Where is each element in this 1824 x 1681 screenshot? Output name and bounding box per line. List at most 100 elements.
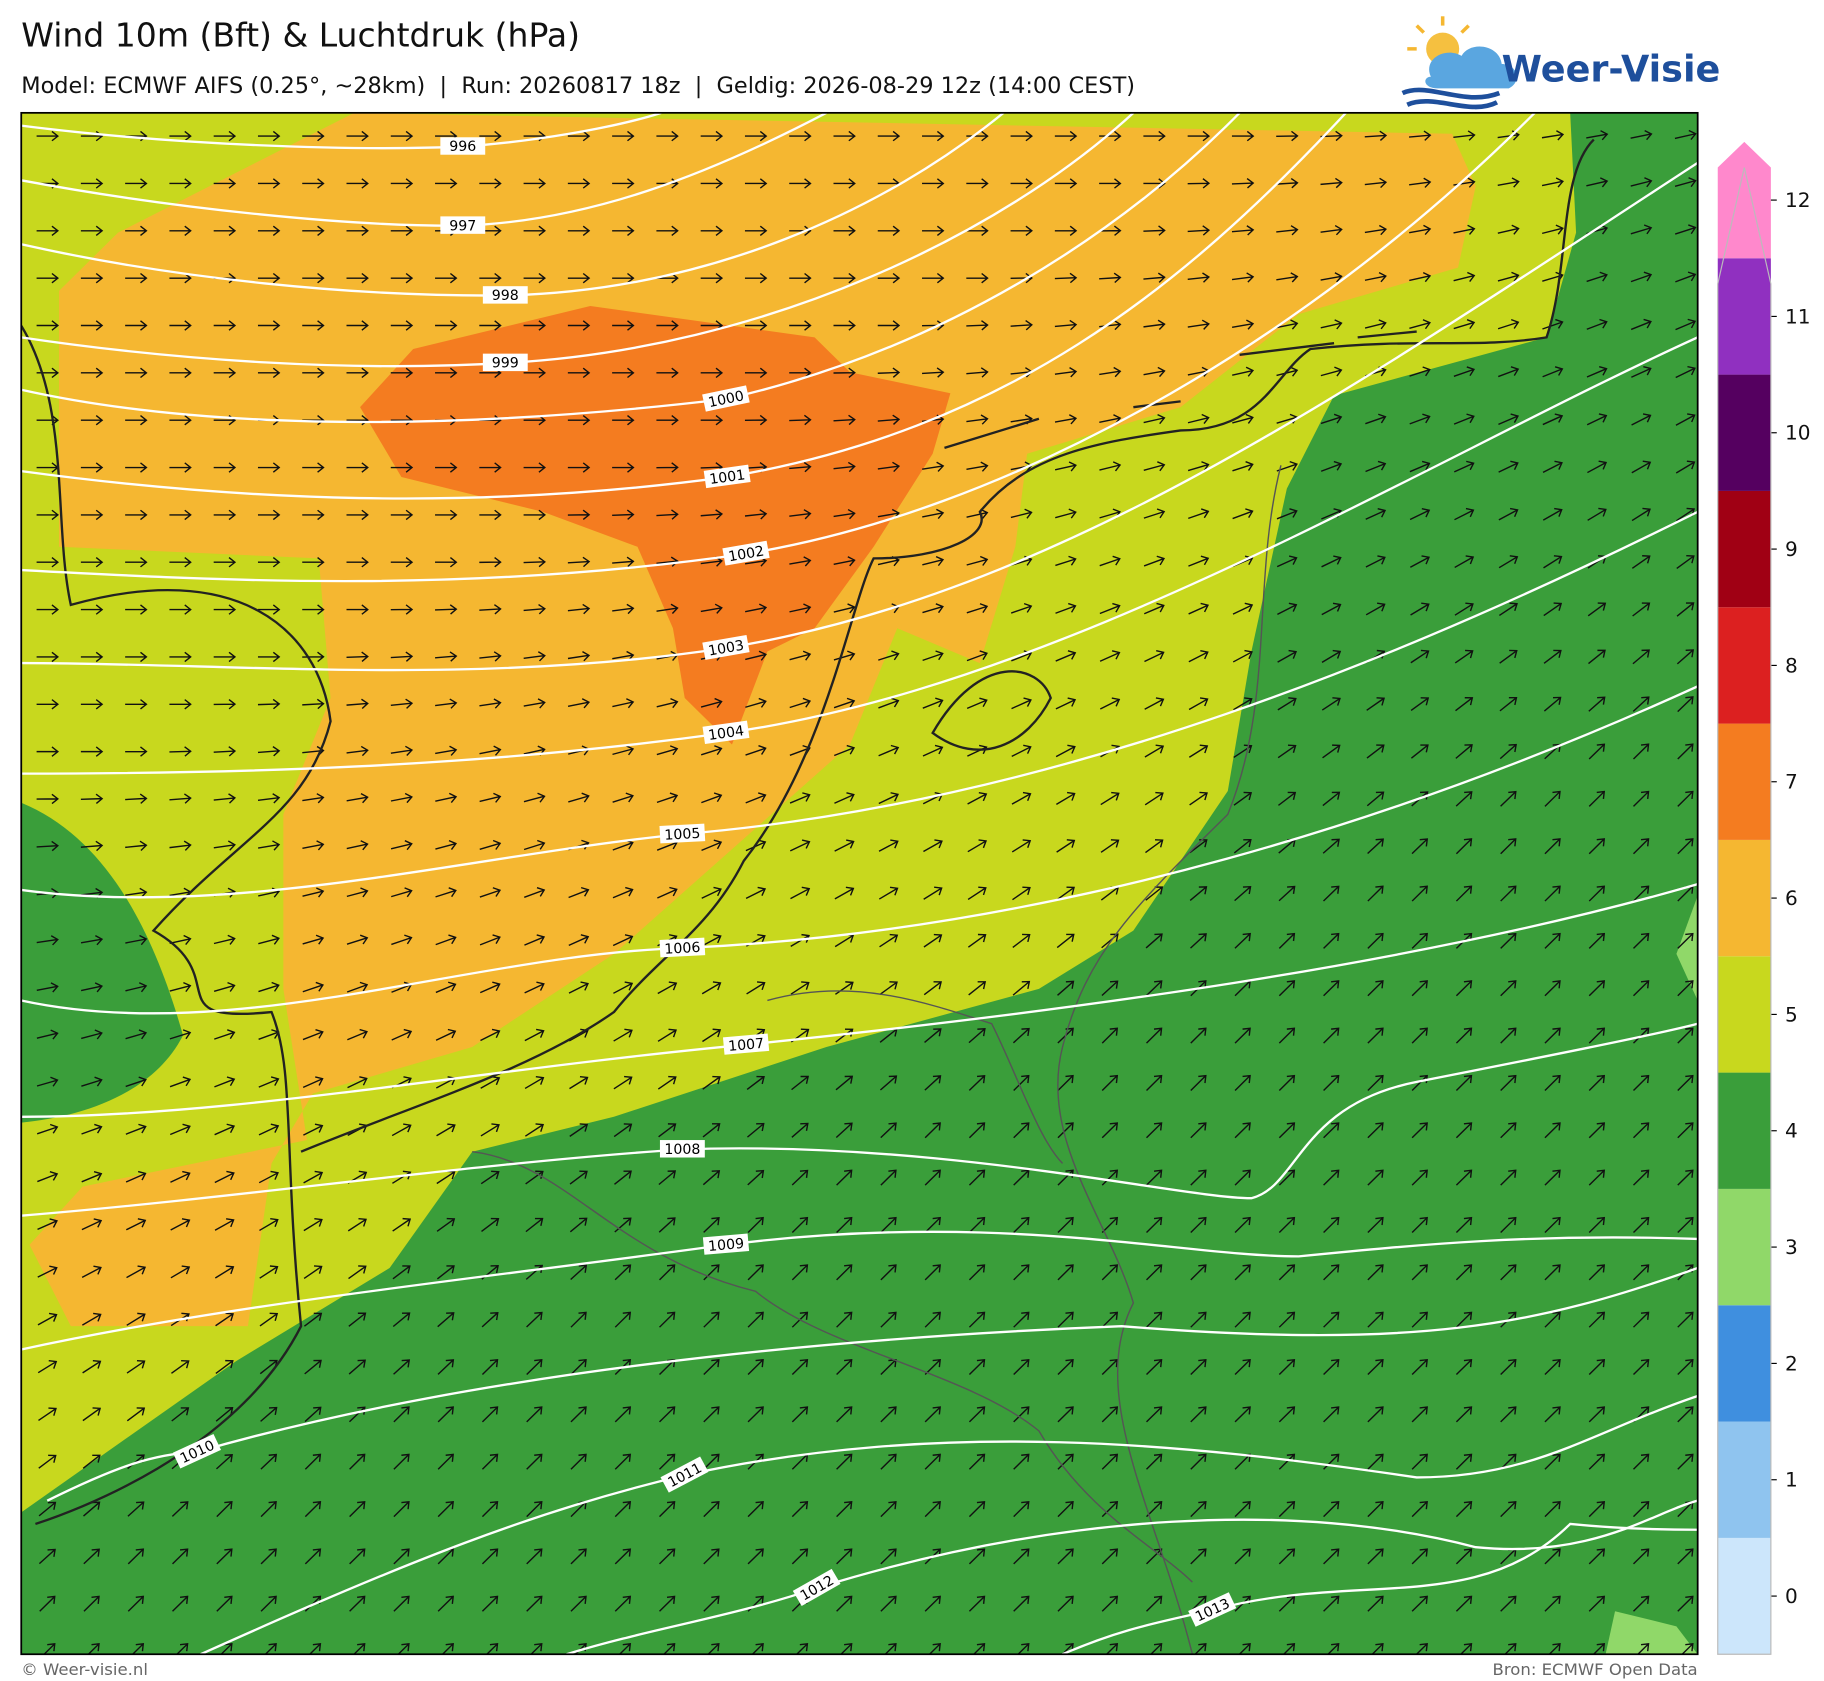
wind-arrow (1677, 1548, 1694, 1565)
wind-arrow (1588, 1406, 1606, 1423)
wind-arrow (36, 509, 59, 521)
wind-arrow (1500, 1169, 1517, 1186)
wind-arrow (791, 1406, 809, 1423)
wind-arrow (479, 320, 502, 331)
wind-arrow (1054, 178, 1078, 189)
wind-arrow (526, 1595, 543, 1612)
wind-arrow (1320, 460, 1343, 472)
wind-arrow (612, 745, 635, 756)
wind-arrow (83, 1501, 101, 1517)
wind-arrow (349, 1500, 366, 1518)
wind-arrow (127, 1595, 145, 1612)
wind-arrow (524, 887, 546, 898)
wind-arrow (1588, 838, 1606, 855)
wind-arrow (1676, 649, 1695, 665)
wind-arrow (658, 1170, 677, 1186)
wind-arrow (1101, 933, 1119, 949)
wind-arrow (523, 272, 546, 284)
wind-arrow (1455, 697, 1474, 712)
wind-arrow (257, 178, 281, 189)
wind-arrow (526, 1500, 543, 1518)
wind-arrow (1276, 225, 1299, 236)
wind-arrow (1013, 1595, 1030, 1612)
wind-arrow (659, 1264, 676, 1281)
isobar (21, 883, 1698, 1118)
wind-arrow (1411, 1406, 1428, 1423)
wind-arrow (435, 934, 457, 946)
wind-arrow (1409, 460, 1431, 473)
wind-arrow (1411, 1027, 1428, 1044)
wind-arrow (1010, 319, 1033, 331)
wind-arrow (125, 225, 148, 237)
wind-arrow (171, 1359, 190, 1374)
isobar-label-box (722, 540, 770, 566)
wind-arrow (257, 509, 281, 521)
wind-arrow (1278, 885, 1296, 902)
wind-arrow (746, 1122, 765, 1138)
wind-arrow (878, 744, 900, 757)
wind-arrow (1234, 1311, 1251, 1328)
wind-arrow (612, 462, 635, 473)
wind-arrow (1500, 1500, 1517, 1518)
wind-arrow (789, 320, 812, 331)
isobar-label-text: 1004 (707, 723, 745, 744)
wind-arrow (1455, 1122, 1473, 1139)
wind-arrow (346, 745, 369, 757)
wind-arrow (1544, 1358, 1561, 1376)
wind-arrow (879, 933, 899, 948)
wind-arrow (922, 130, 945, 142)
wind-arrow (614, 1548, 632, 1565)
wind-arrow (1057, 1406, 1074, 1423)
wind-arrow (83, 1643, 100, 1655)
wind-arrow (1057, 1643, 1074, 1655)
wind-arrow (1146, 1453, 1163, 1470)
wind-arrow (880, 1169, 897, 1186)
wind-arrow (1544, 790, 1561, 807)
wind-arrow (1232, 413, 1254, 424)
wind-arrow (1497, 318, 1520, 330)
wind-arrow (1099, 602, 1121, 615)
wind-arrow (834, 886, 855, 900)
wind-arrow (1677, 1453, 1694, 1470)
wind-arrow (1588, 1264, 1606, 1281)
wind-arrow (701, 934, 722, 947)
wind-arrow (436, 1217, 456, 1232)
wind-arrow (789, 461, 812, 473)
wind-arrow (1544, 1122, 1561, 1139)
wind-arrow (1586, 413, 1608, 426)
wind-arrow (214, 1029, 236, 1040)
colorbar-swatch (1717, 1421, 1771, 1538)
wind-arrow (1234, 1500, 1251, 1518)
wind-arrow (390, 414, 414, 426)
wind-arrow (125, 651, 148, 663)
wind-arrow (1500, 790, 1517, 807)
wind-arrow (836, 1169, 853, 1186)
wind-arrow (878, 697, 900, 709)
wind-arrow (922, 367, 945, 378)
wind-arrow (169, 604, 192, 615)
wind-arrow (391, 1123, 412, 1137)
wind-arrow (481, 1453, 499, 1470)
wind-arrow (169, 1123, 191, 1136)
wind-arrow (302, 225, 325, 237)
wind-arrow (880, 1358, 897, 1376)
colorbar-swatch (1717, 1072, 1771, 1189)
wind-arrow (656, 745, 679, 756)
wind-arrow (1500, 1074, 1517, 1091)
wind-arrow (966, 178, 989, 189)
colorbar-frame (1717, 167, 1772, 1655)
wind-arrow (125, 1076, 147, 1088)
wind-arrow (1367, 1548, 1384, 1565)
wind-arrow (125, 557, 148, 568)
wind-arrow (567, 178, 591, 189)
wind-arrow (922, 508, 945, 519)
wind-arrow (1234, 1074, 1251, 1091)
wind-arrow (36, 699, 59, 710)
wind-arrow (1454, 507, 1475, 521)
wind-arrow (1323, 885, 1340, 902)
wind-arrow (125, 1170, 147, 1183)
wind-arrow (833, 320, 856, 331)
wind-arrow (435, 698, 458, 709)
wind-arrow (126, 1312, 146, 1326)
wind-arrow (659, 1406, 676, 1423)
